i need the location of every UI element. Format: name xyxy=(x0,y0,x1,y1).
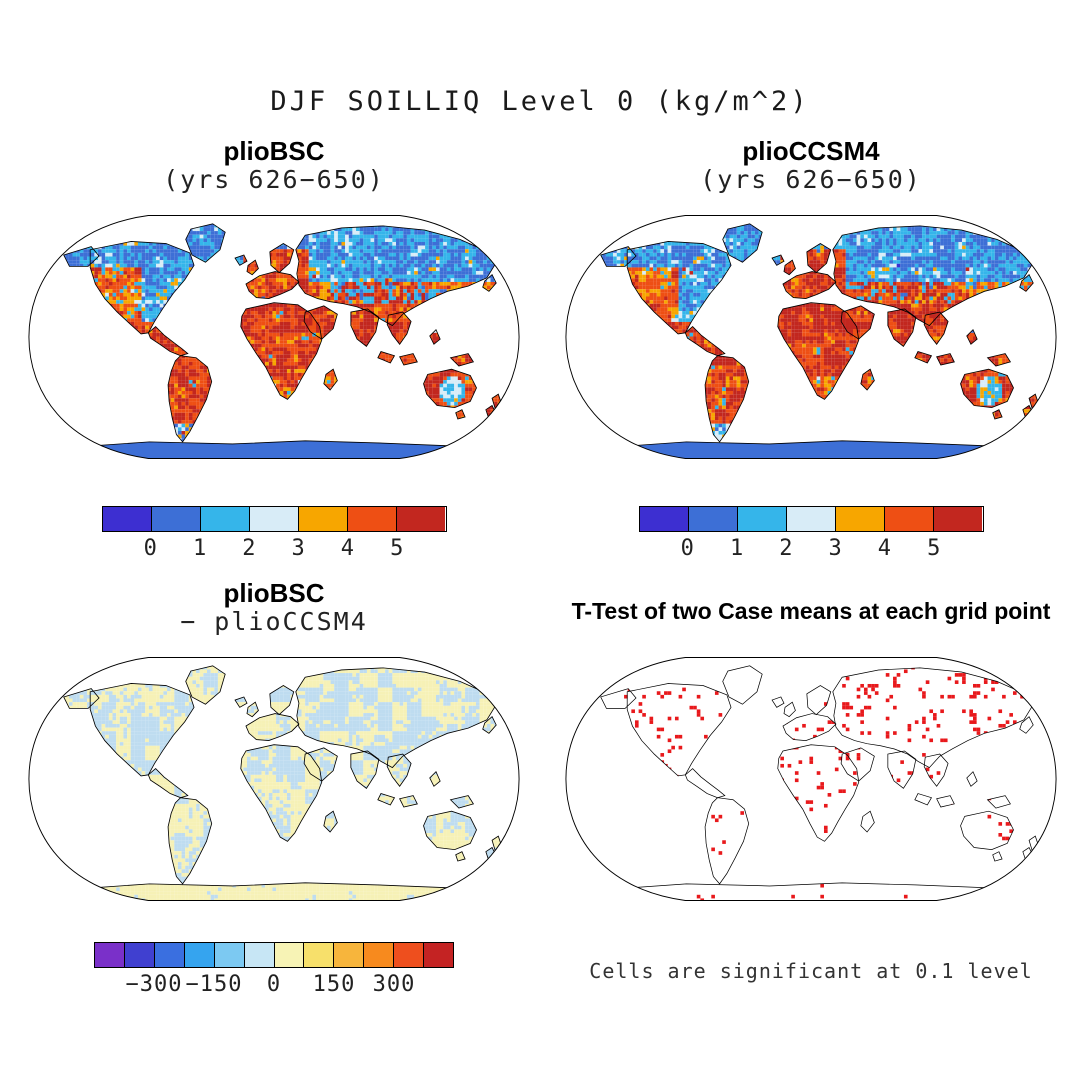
colorbar-segment xyxy=(835,507,885,531)
colorbar-segment xyxy=(243,943,274,967)
colorbar-segment xyxy=(687,507,737,531)
panel-top-right: plioCCSM4 (yrs 626−650) 0 1 2 3 4 5 xyxy=(545,130,1077,562)
colorbar-segment xyxy=(736,507,786,531)
panel-ttest-title: T-Test of two Case means at each grid po… xyxy=(571,598,1051,624)
colorbar-mean-left-bar xyxy=(101,506,447,532)
colorbar-segment xyxy=(248,507,299,531)
colorbar-segment xyxy=(150,507,200,531)
colorbar-segment xyxy=(393,943,424,967)
colorbar-tick-label: −300 xyxy=(125,972,183,997)
colorbar-tick-label: 1 xyxy=(192,536,208,561)
colorbar-tick-label: 5 xyxy=(927,536,942,561)
panel-bottom-left: plioBSC − plioCCSM4 −300 −150 0 150 300 xyxy=(8,572,540,998)
panel-top-right-subtitle: (yrs 626−650) xyxy=(700,165,922,194)
colorbar-diff-ticks: −300 −150 0 150 300 xyxy=(94,968,454,998)
colorbar-diff: −300 −150 0 150 300 xyxy=(94,942,454,998)
panel-bottom-left-subtitle: − plioCCSM4 xyxy=(180,607,368,636)
ttest-caption: Cells are significant at 0.1 level xyxy=(589,959,1033,983)
colorbar-segment xyxy=(423,943,454,967)
colorbar-tick-label: 150 xyxy=(312,972,356,997)
colorbar-segment xyxy=(153,943,184,967)
colorbar-segment xyxy=(785,507,836,531)
colorbar-segment xyxy=(123,943,154,967)
panel-top-left-subtitle: (yrs 626−650) xyxy=(163,165,385,194)
colorbar-mean-right-ticks: 0 1 2 3 4 5 xyxy=(639,532,984,562)
colorbar-segment xyxy=(273,943,304,967)
map-top-right xyxy=(565,215,1057,459)
colorbar-tick-label: 0 xyxy=(143,536,158,561)
colorbar-tick-label: 4 xyxy=(340,536,356,561)
colorbar-segment xyxy=(95,943,124,967)
colorbar-segment xyxy=(183,943,214,967)
colorbar-segment xyxy=(639,507,688,531)
colorbar-tick-label: 0 xyxy=(680,536,695,561)
map-ttest xyxy=(565,657,1057,901)
panel-bottom-right: T-Test of two Case means at each grid po… xyxy=(545,572,1077,983)
panel-bottom-left-title: plioBSC xyxy=(223,578,325,608)
colorbar-tick-label: 4 xyxy=(877,536,893,561)
map-difference xyxy=(28,657,520,901)
panel-top-left: plioBSC (yrs 626−650) 0 1 2 3 4 5 xyxy=(8,130,540,562)
colorbar-segment xyxy=(333,943,364,967)
colorbar-segment xyxy=(303,943,334,967)
colorbar-diff-bar xyxy=(94,942,454,968)
figure-title: DJF SOILLIQ Level 0 (kg/m^2) xyxy=(270,86,810,117)
colorbar-mean-right: 0 1 2 3 4 5 xyxy=(638,506,984,562)
colorbar-segment xyxy=(396,507,446,531)
colorbar-segment xyxy=(102,507,151,531)
panel-top-right-title: plioCCSM4 xyxy=(742,136,880,166)
colorbar-tick-label: 3 xyxy=(291,536,306,561)
colorbar-segment xyxy=(363,943,394,967)
colorbar-tick-label: 0 xyxy=(266,972,282,997)
colorbar-tick-label: 5 xyxy=(390,536,405,561)
colorbar-tick-label: 2 xyxy=(242,536,257,561)
colorbar-tick-label: −150 xyxy=(185,972,243,997)
colorbar-segment xyxy=(213,943,244,967)
colorbar-segment xyxy=(199,507,249,531)
colorbar-segment xyxy=(933,507,983,531)
panel-top-left-title: plioBSC xyxy=(223,136,325,166)
colorbar-tick-label: 3 xyxy=(828,536,843,561)
colorbar-mean-left-ticks: 0 1 2 3 4 5 xyxy=(102,532,447,562)
colorbar-mean-left: 0 1 2 3 4 5 xyxy=(101,506,447,562)
colorbar-mean-right-bar xyxy=(638,506,984,532)
colorbar-segment xyxy=(298,507,348,531)
colorbar-segment xyxy=(884,507,934,531)
colorbar-tick-label: 1 xyxy=(729,536,745,561)
colorbar-tick-label: 2 xyxy=(779,536,794,561)
colorbar-segment xyxy=(347,507,397,531)
colorbar-tick-label: 300 xyxy=(372,972,416,997)
map-top-left xyxy=(28,215,520,459)
